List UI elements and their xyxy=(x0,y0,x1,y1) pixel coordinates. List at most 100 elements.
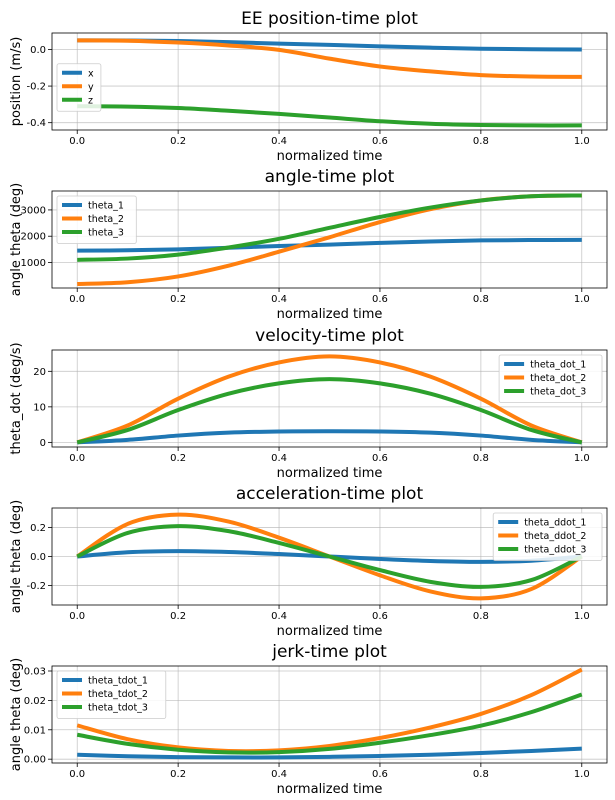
legend: theta_tdot_1 theta_tdot_2 theta_tdot_3 xyxy=(56,670,167,719)
x-tick-label: 1.0 xyxy=(574,294,590,305)
legend-label: theta_dot_3 xyxy=(530,387,586,398)
x-tick-label: 0.2 xyxy=(170,611,186,622)
y-tick-label: 10 xyxy=(33,402,46,413)
x-tick-label: 0.2 xyxy=(170,294,186,305)
x-tick-label: 0.4 xyxy=(271,453,287,464)
x-tick-label: 0.4 xyxy=(271,294,287,305)
y-tick-label: 0.02 xyxy=(24,696,46,707)
y-axis-label: angle theta (deg) xyxy=(9,658,24,771)
legend: theta_1 theta_2 theta_3 xyxy=(56,195,137,244)
legend: xyz xyxy=(56,63,102,112)
x-tick-label: 0.0 xyxy=(69,294,85,305)
axes-frame xyxy=(51,507,608,606)
legend-label: theta_ddot_3 xyxy=(524,545,586,556)
x-tick-label: 0.0 xyxy=(69,136,85,147)
x-axis-label: normalized time xyxy=(277,466,383,481)
x-tick-label: 0.6 xyxy=(372,769,388,780)
y-tick-label: 0.00 xyxy=(24,755,46,766)
x-tick-label: 0.0 xyxy=(69,611,85,622)
chart-title: angle-time plot xyxy=(265,167,395,187)
y-tick-label: 0.0 xyxy=(30,45,46,56)
legend: theta_ddot_1 theta_ddot_2 theta_ddot_3 xyxy=(492,512,603,561)
y-tick-label: -0.4 xyxy=(26,118,46,129)
x-tick-label: 0.8 xyxy=(473,769,489,780)
legend-label: theta_2 xyxy=(88,214,124,225)
legend-label: x xyxy=(88,68,94,79)
x-tick-label: 1.0 xyxy=(574,611,590,622)
x-tick-label: 0.8 xyxy=(473,611,489,622)
y-tick-label: 0.2 xyxy=(30,523,46,534)
chart-panel: acceleration-time plot 0.0 0.2 0.4 0.6 0.8 1.0… xyxy=(9,484,608,639)
y-tick-label: 0 xyxy=(40,438,46,449)
axes-frame xyxy=(51,665,608,764)
y-tick-label: 20 xyxy=(33,367,46,378)
legend-label: theta_tdot_3 xyxy=(88,703,148,714)
x-tick-label: 0.4 xyxy=(271,611,287,622)
legend-label: z xyxy=(88,95,93,106)
legend-label: theta_ddot_1 xyxy=(524,518,586,529)
x-tick-label: 0.2 xyxy=(170,769,186,780)
axes-frame xyxy=(51,32,608,131)
chart-title: velocity-time plot xyxy=(255,326,404,346)
legend-label: theta_dot_2 xyxy=(530,373,586,384)
series-line-theta-1 xyxy=(77,237,582,253)
x-tick-label: 0.8 xyxy=(473,136,489,147)
x-tick-label: 0.4 xyxy=(271,769,287,780)
series-line-theta-3 xyxy=(77,193,582,262)
y-tick-label: 1000 xyxy=(21,258,46,269)
x-tick-label: 0.6 xyxy=(372,136,388,147)
y-tick-label: -0.2 xyxy=(26,581,46,592)
legend-label: theta_tdot_2 xyxy=(88,689,148,700)
series-line-theta-dot-1 xyxy=(77,429,582,445)
legend-box xyxy=(56,670,167,719)
legend-label: theta_dot_1 xyxy=(530,360,586,371)
x-axis-label: normalized time xyxy=(277,307,383,322)
legend: theta_dot_1 theta_dot_2 theta_dot_3 xyxy=(498,354,603,403)
x-tick-label: 0.8 xyxy=(473,294,489,305)
series-line-z xyxy=(77,104,582,128)
series-line-theta-tdot-2 xyxy=(76,667,583,754)
x-tick-label: 0.0 xyxy=(69,769,85,780)
x-tick-label: 0.6 xyxy=(372,453,388,464)
y-axis-label: angle theta (deg) xyxy=(9,183,24,296)
x-tick-label: 0.2 xyxy=(170,453,186,464)
series-line-y xyxy=(77,38,582,79)
y-axis-label: angle theta (deg) xyxy=(9,500,24,613)
x-axis-label: normalized time xyxy=(277,624,383,639)
chart-title: acceleration-time plot xyxy=(236,484,424,504)
series-line-theta-tdot-1 xyxy=(77,746,582,760)
axes-frame xyxy=(51,349,608,448)
axes-frame xyxy=(51,190,608,289)
y-tick-label: 0.03 xyxy=(24,666,46,677)
y-axis-label: position (m/s) xyxy=(9,37,24,127)
legend-label: y xyxy=(88,82,94,93)
chart-panel: EE position-time plot 0.0 0.2 0.4 0.6 0.8 1.0 -… xyxy=(9,9,608,164)
y-tick-label: 3000 xyxy=(21,205,46,216)
chart-title: jerk-time plot xyxy=(271,642,387,662)
legend-label: theta_3 xyxy=(88,228,124,239)
chart-panel: angle-time plot 0.0 0.2 0.4 0.6 0.8 1.0 1000 200… xyxy=(9,167,608,322)
chart-title: EE position-time plot xyxy=(241,9,418,29)
x-tick-label: 0.8 xyxy=(473,453,489,464)
x-tick-label: 0.2 xyxy=(170,136,186,147)
y-tick-label: 2000 xyxy=(21,232,46,243)
x-tick-label: 0.0 xyxy=(69,453,85,464)
legend-box xyxy=(498,354,603,403)
chart-panel: velocity-time plot 0.0 0.2 0.4 0.6 0.8 1.0 0 10 2… xyxy=(9,326,608,481)
x-tick-label: 0.6 xyxy=(372,611,388,622)
legend-label: theta_ddot_2 xyxy=(524,531,586,542)
y-axis-label: theta_dot (deg/s) xyxy=(9,342,24,454)
y-tick-label: 0.0 xyxy=(30,552,46,563)
x-tick-label: 0.6 xyxy=(372,294,388,305)
chart-panel: jerk-time plot 0.0 0.2 0.4 0.6 0.8 1.0 0.00 0.01… xyxy=(9,642,608,797)
series-line-theta-dot-2 xyxy=(76,354,583,445)
x-axis-label: normalized time xyxy=(277,782,383,797)
series-line-theta-ddot-3 xyxy=(76,524,583,589)
y-tick-label: 0.01 xyxy=(24,725,46,736)
x-tick-label: 1.0 xyxy=(574,136,590,147)
legend-box xyxy=(492,512,603,561)
x-axis-label: normalized time xyxy=(277,149,383,164)
series-line-theta-tdot-3 xyxy=(76,692,583,755)
legend-label: theta_tdot_1 xyxy=(88,676,148,687)
